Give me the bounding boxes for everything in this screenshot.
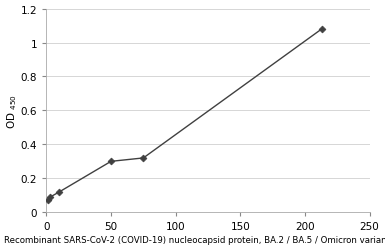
Y-axis label: OD $_{450}$: OD $_{450}$: [5, 94, 19, 128]
X-axis label: Recombinant SARS-CoV-2 (COVID-19) nucleocapsid protein, BA.2 / BA.5 / Omicron va: Recombinant SARS-CoV-2 (COVID-19) nucleo…: [4, 236, 385, 244]
